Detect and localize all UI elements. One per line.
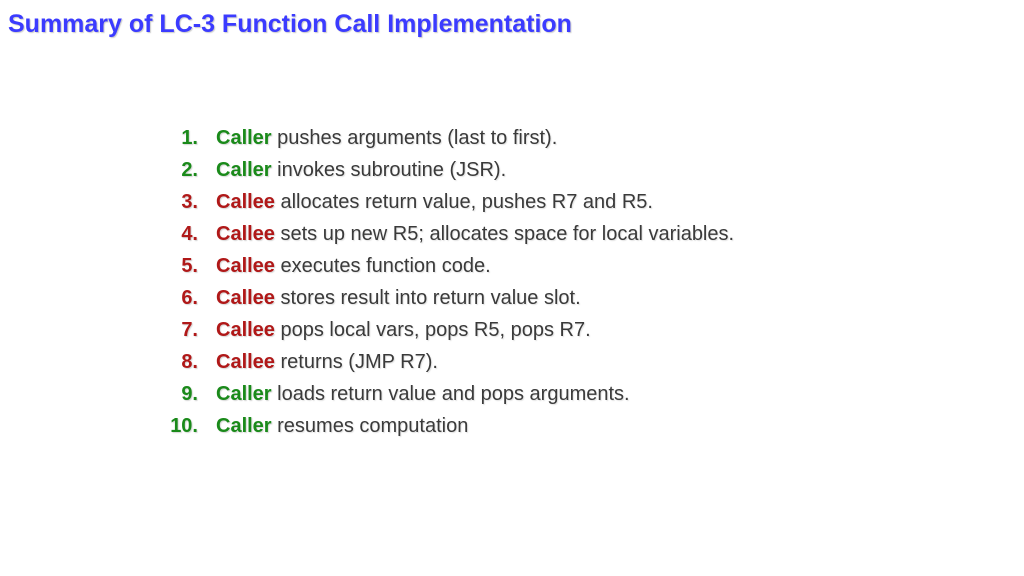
item-text: resumes computation [272, 415, 469, 437]
list-item: 6.Callee stores result into return value… [158, 287, 1024, 310]
item-text: pops local vars, pops R5, pops R7. [275, 319, 591, 341]
item-role: Callee [216, 223, 275, 245]
item-body: Callee sets up new R5; allocates space f… [216, 223, 734, 246]
item-text: returns (JMP R7). [275, 351, 438, 373]
item-body: Callee stores result into return value s… [216, 287, 581, 310]
item-role: Callee [216, 255, 275, 277]
item-body: Caller loads return value and pops argum… [216, 383, 630, 406]
item-body: Callee allocates return value, pushes R7… [216, 191, 653, 214]
item-text: pushes arguments (last to first). [272, 127, 558, 149]
slide: Summary of LC-3 Function Call Implementa… [0, 0, 1024, 576]
item-number: 3. [158, 191, 216, 214]
item-role: Callee [216, 191, 275, 213]
list-item: 2.Caller invokes subroutine (JSR). [158, 159, 1024, 182]
numbered-list: 1.Caller pushes arguments (last to first… [0, 127, 1024, 438]
item-role: Caller [216, 383, 272, 405]
list-item: 9.Caller loads return value and pops arg… [158, 383, 1024, 406]
item-body: Callee returns (JMP R7). [216, 351, 438, 374]
item-number: 5. [158, 255, 216, 278]
item-body: Caller invokes subroutine (JSR). [216, 159, 506, 182]
list-item: 7.Callee pops local vars, pops R5, pops … [158, 319, 1024, 342]
item-number: 4. [158, 223, 216, 246]
item-text: sets up new R5; allocates space for loca… [275, 223, 734, 245]
item-text: stores result into return value slot. [275, 287, 581, 309]
item-body: Caller resumes computation [216, 415, 468, 438]
item-text: loads return value and pops arguments. [272, 383, 630, 405]
list-item: 3.Callee allocates return value, pushes … [158, 191, 1024, 214]
item-number: 9. [158, 383, 216, 406]
item-number: 2. [158, 159, 216, 182]
list-item: 5.Callee executes function code. [158, 255, 1024, 278]
item-role: Caller [216, 415, 272, 437]
item-role: Caller [216, 127, 272, 149]
item-number: 6. [158, 287, 216, 310]
item-body: Caller pushes arguments (last to first). [216, 127, 557, 150]
list-item: 8.Callee returns (JMP R7). [158, 351, 1024, 374]
item-body: Callee executes function code. [216, 255, 491, 278]
item-role: Callee [216, 287, 275, 309]
item-text: allocates return value, pushes R7 and R5… [275, 191, 653, 213]
item-number: 1. [158, 127, 216, 150]
item-number: 8. [158, 351, 216, 374]
item-number: 10. [158, 415, 216, 438]
item-number: 7. [158, 319, 216, 342]
item-role: Caller [216, 159, 272, 181]
slide-title: Summary of LC-3 Function Call Implementa… [0, 10, 1024, 39]
item-text: invokes subroutine (JSR). [272, 159, 507, 181]
list-item: 10.Caller resumes computation [158, 415, 1024, 438]
list-item: 1.Caller pushes arguments (last to first… [158, 127, 1024, 150]
item-role: Callee [216, 351, 275, 373]
item-body: Callee pops local vars, pops R5, pops R7… [216, 319, 591, 342]
item-role: Callee [216, 319, 275, 341]
list-item: 4.Callee sets up new R5; allocates space… [158, 223, 1024, 246]
item-text: executes function code. [275, 255, 491, 277]
